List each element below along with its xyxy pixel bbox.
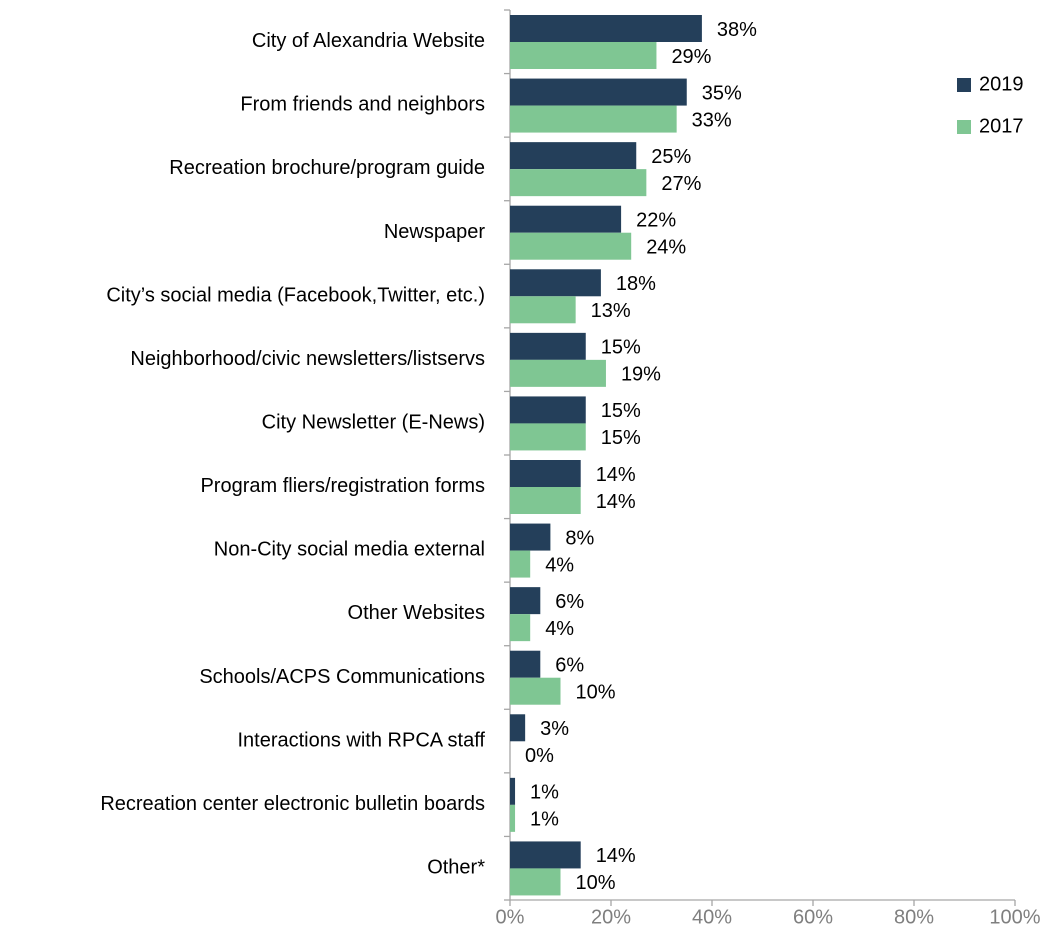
category-label: Interactions with RPCA staff xyxy=(237,729,485,751)
x-tick-label: 80% xyxy=(894,906,934,928)
category-label: Newspaper xyxy=(384,221,486,243)
value-label: 3% xyxy=(540,718,569,740)
value-label: 15% xyxy=(601,337,641,359)
category-label: Program fliers/registration forms xyxy=(200,475,485,497)
bar xyxy=(510,714,526,742)
bar xyxy=(510,487,581,514)
bar xyxy=(510,105,677,133)
bar xyxy=(510,423,586,451)
category-label: Neighborhood/civic newsletters/listservs xyxy=(130,348,485,370)
value-label: 15% xyxy=(601,427,641,449)
value-label: 14% xyxy=(596,845,636,867)
value-label: 29% xyxy=(671,46,711,68)
value-label: 4% xyxy=(545,618,574,640)
value-label: 0% xyxy=(525,745,554,767)
category-label: City of Alexandria Website xyxy=(252,30,485,52)
value-label: 27% xyxy=(661,173,701,195)
bar xyxy=(510,296,576,324)
bar xyxy=(510,169,647,197)
bar xyxy=(510,841,581,869)
bar xyxy=(510,15,702,42)
category-label: Recreation center electronic bulletin bo… xyxy=(100,793,485,815)
bar xyxy=(510,359,606,387)
value-label: 19% xyxy=(621,364,661,386)
bar xyxy=(510,523,551,551)
bar xyxy=(510,205,622,233)
value-label: 6% xyxy=(555,591,584,613)
legend-swatch xyxy=(957,78,971,92)
category-label: Non-City social media external xyxy=(214,539,485,561)
x-tick-label: 20% xyxy=(591,906,631,928)
category-label: Schools/ACPS Communications xyxy=(199,666,485,688)
bar xyxy=(510,677,561,705)
value-label: 33% xyxy=(692,109,732,131)
bar xyxy=(510,804,516,832)
value-label: 24% xyxy=(646,236,686,258)
bar xyxy=(510,460,581,487)
value-label: 14% xyxy=(596,491,636,513)
category-label: Recreation brochure/program guide xyxy=(169,157,485,179)
bar xyxy=(510,868,561,896)
bar xyxy=(510,332,586,360)
category-label: From friends and neighbors xyxy=(240,94,485,116)
x-tick-label: 60% xyxy=(793,906,833,928)
x-tick-label: 0% xyxy=(496,906,525,928)
value-label: 1% xyxy=(530,782,559,804)
value-label: 35% xyxy=(702,82,742,104)
bar xyxy=(510,650,541,678)
legend-label: 2019 xyxy=(979,73,1024,95)
value-label: 13% xyxy=(591,300,631,322)
value-label: 1% xyxy=(530,809,559,831)
value-label: 4% xyxy=(545,554,574,576)
bar xyxy=(510,232,632,260)
category-label: Other Websites xyxy=(348,602,485,624)
value-label: 14% xyxy=(596,464,636,486)
x-tick-label: 40% xyxy=(692,906,732,928)
value-label: 38% xyxy=(717,19,757,41)
bar xyxy=(510,777,516,805)
bar xyxy=(510,614,531,642)
value-label: 10% xyxy=(576,681,616,703)
legend-label: 2017 xyxy=(979,115,1024,137)
value-label: 6% xyxy=(555,654,584,676)
value-label: 10% xyxy=(576,872,616,894)
value-label: 25% xyxy=(651,146,691,168)
category-label: City’s social media (Facebook,Twitter, e… xyxy=(106,284,485,306)
x-tick-label: 100% xyxy=(989,906,1040,928)
bar xyxy=(510,587,541,615)
legend-swatch xyxy=(957,120,971,134)
category-label: Other* xyxy=(427,856,485,878)
value-label: 18% xyxy=(616,273,656,295)
bar xyxy=(510,396,586,424)
value-label: 15% xyxy=(601,400,641,422)
category-label: City Newsletter (E-News) xyxy=(262,411,485,433)
bar xyxy=(510,550,531,578)
value-label: 8% xyxy=(565,527,594,549)
bar xyxy=(510,142,637,170)
bar xyxy=(510,42,657,69)
bar xyxy=(510,269,601,297)
value-label: 22% xyxy=(636,209,676,231)
bar xyxy=(510,78,687,106)
